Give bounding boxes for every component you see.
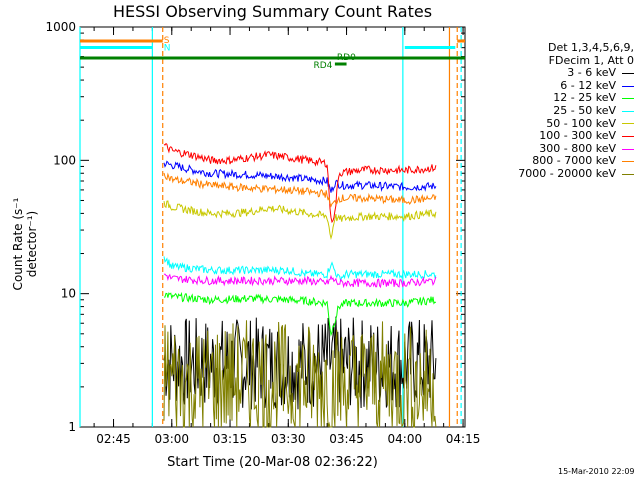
x-tick-label: 03:45 <box>329 432 364 446</box>
flag-label-s: S <box>164 36 170 46</box>
legend-swatch <box>622 110 634 112</box>
flag-label-n: N <box>164 44 171 54</box>
legend-header-line-1: Det 1,3,4,5,6,9, <box>547 41 634 54</box>
legend-item: 3 - 6 keV <box>518 67 634 80</box>
legend-swatch <box>622 135 634 137</box>
legend-swatch <box>622 148 634 150</box>
flag-label-rd4: RD4 <box>313 61 332 71</box>
legend-swatch <box>622 72 634 74</box>
legend-item: 25 - 50 keV <box>518 103 634 118</box>
legend-swatch <box>622 98 634 100</box>
x-tick-label: 03:30 <box>271 432 306 446</box>
legend-swatch <box>622 173 634 175</box>
series-line-8 <box>163 320 437 428</box>
legend-item: 12 - 25 keV <box>518 92 634 105</box>
legend-label: 7000 - 20000 keV <box>518 166 616 180</box>
footer-timestamp: 15-Mar-2010 22:09 <box>558 467 635 476</box>
chart-title: HESSI Observing Summary Count Rates <box>112 2 433 21</box>
legend-item: 7000 - 20000 keV <box>518 166 634 181</box>
legend-item: 100 - 300 keV <box>518 130 634 143</box>
legend-label: 800 - 7000 keV <box>532 154 616 168</box>
y-tick-label: 1000 <box>45 20 76 34</box>
series-line-4 <box>163 200 437 241</box>
legend-header-line-2: FDecim 1, Att 0 <box>548 53 634 67</box>
x-tick-label: 04:15 <box>446 432 481 446</box>
legend-label: 100 - 300 keV <box>539 129 616 143</box>
y-tick-label: 100 <box>53 153 76 167</box>
series-line-5 <box>163 142 437 224</box>
legend-swatch <box>622 85 634 87</box>
legend-swatch <box>622 123 634 125</box>
legend-item: 800 - 7000 keV <box>518 155 634 168</box>
series-line-3 <box>163 256 437 282</box>
legend-item: 50 - 100 keV <box>518 116 634 131</box>
legend: Det 1,3,4,5,6,9, FDecim 1, Att 0 3 - 6 k… <box>518 41 634 181</box>
series-line-7 <box>163 172 437 208</box>
legend-item: 300 - 800 keV <box>518 141 634 156</box>
legend-label: 300 - 800 keV <box>539 141 616 155</box>
y-tick-label: 1 <box>68 420 76 434</box>
x-axis-label: Start Time (20-Mar-08 02:36:22) <box>167 455 378 470</box>
legend-item: 6 - 12 keV <box>518 78 634 93</box>
legend-label: 3 - 6 keV <box>567 66 616 80</box>
x-tick-label: 04:00 <box>388 432 423 446</box>
x-tick-label: 03:00 <box>154 432 189 446</box>
series-line-2 <box>163 291 437 337</box>
series-line-6 <box>163 273 437 289</box>
x-tick-label: 03:15 <box>213 432 248 446</box>
x-tick-label: 02:45 <box>96 432 131 446</box>
legend-label: 12 - 25 keV <box>553 91 616 105</box>
legend-label: 6 - 12 keV <box>560 78 616 92</box>
flag-label-rd0: RD0 <box>337 53 356 63</box>
series-line-1 <box>163 160 437 193</box>
legend-swatch <box>622 161 634 163</box>
y-axis-label: Count Rate (s⁻¹ detector⁻¹) <box>11 197 39 291</box>
legend-label: 50 - 100 keV <box>546 116 616 130</box>
y-tick-label: 10 <box>61 287 76 301</box>
legend-label: 25 - 50 keV <box>553 103 616 117</box>
